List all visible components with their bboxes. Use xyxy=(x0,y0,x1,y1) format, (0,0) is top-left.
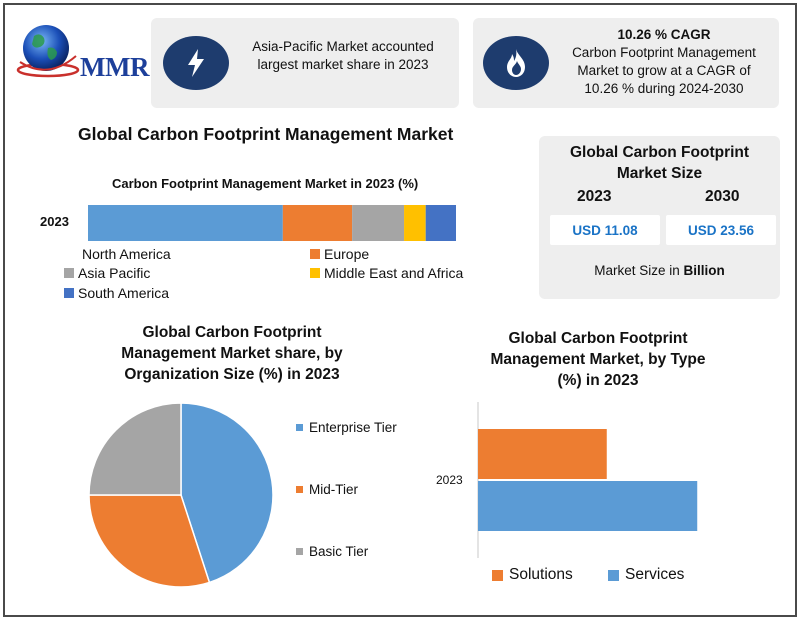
market-size-panel: Global Carbon Footprint Market Size 2023… xyxy=(539,136,780,299)
legend-swatch xyxy=(310,249,320,259)
bar-services xyxy=(478,481,698,531)
bar-segment-south-america xyxy=(425,205,456,241)
legend-swatch xyxy=(68,249,78,259)
globe-icon xyxy=(16,25,80,78)
legend-swatch xyxy=(64,288,74,298)
legend-middle-east-africa: Middle East and Africa xyxy=(310,265,463,281)
regional-bar-year-label: 2023 xyxy=(40,214,69,229)
regional-chart-title: Carbon Footprint Management Market in 20… xyxy=(112,176,419,191)
legend-swatch xyxy=(296,548,303,555)
bar-segment-middle-east-and-africa xyxy=(404,205,426,241)
lightning-icon xyxy=(163,36,229,90)
legend-swatch xyxy=(608,569,619,581)
pie-slice-mid-tier xyxy=(88,494,211,588)
info-box-asia-pacific: Asia-Pacific Market accounted largest ma… xyxy=(151,18,459,108)
legend-services: Services xyxy=(608,566,684,584)
market-size-unit-note: Market Size in Billion xyxy=(594,263,725,278)
bar-segment-europe xyxy=(282,205,353,241)
legend-europe: Europe xyxy=(310,246,369,262)
type-bar-chart xyxy=(477,402,698,558)
page-title: Global Carbon Footprint Management Marke… xyxy=(78,124,454,144)
cagr-heading: 10.26 % CAGR xyxy=(617,27,711,42)
legend-swatch xyxy=(310,268,320,278)
legend-swatch xyxy=(296,424,303,431)
market-size-year-2030: 2030 xyxy=(705,188,740,205)
organization-size-pie xyxy=(88,402,274,588)
flame-icon xyxy=(483,36,549,90)
legend-enterprise-tier: Enterprise Tier xyxy=(296,420,397,435)
legend-basic-tier: Basic Tier xyxy=(296,544,368,559)
legend-swatch xyxy=(64,268,74,278)
market-size-value-2030: USD 23.56 xyxy=(666,215,776,245)
cagr-note: 10.26 % CAGR Carbon Footprint Management… xyxy=(553,26,775,98)
pie-chart-title: Global Carbon Footprint Management Marke… xyxy=(121,324,343,383)
legend-solutions: Solutions xyxy=(492,566,573,584)
info-box-cagr: 10.26 % CAGR Carbon Footprint Management… xyxy=(473,18,779,108)
bar-segment-north-america xyxy=(88,205,283,241)
logo-text: MMR xyxy=(80,52,149,82)
legend-swatch xyxy=(296,486,303,493)
bar-segment-asia-pacific xyxy=(352,205,405,241)
market-size-year-2023: 2023 xyxy=(577,188,612,205)
legend-north-america: North America xyxy=(68,246,171,262)
regional-stacked-bar xyxy=(88,205,456,241)
legend-swatch xyxy=(492,569,503,581)
pie-slice-basic-tier xyxy=(88,402,182,496)
pie-slice-enterprise-tier xyxy=(180,402,274,584)
legend-mid-tier: Mid-Tier xyxy=(296,482,358,497)
legend-south-america: South America xyxy=(64,285,169,301)
type-bar-year-label: 2023 xyxy=(436,473,463,487)
asia-pacific-note: Asia-Pacific Market accounted largest ma… xyxy=(252,39,434,72)
bar-solutions xyxy=(478,429,607,479)
mmr-logo: MMR xyxy=(14,18,149,88)
infographic-frame xyxy=(3,3,797,617)
type-chart-title: Global Carbon Footprint Management Marke… xyxy=(490,330,706,389)
market-size-value-2023: USD 11.08 xyxy=(550,215,660,245)
market-size-title: Global Carbon Footprint Market Size xyxy=(569,144,750,182)
legend-asia-pacific: Asia Pacific xyxy=(64,265,150,281)
